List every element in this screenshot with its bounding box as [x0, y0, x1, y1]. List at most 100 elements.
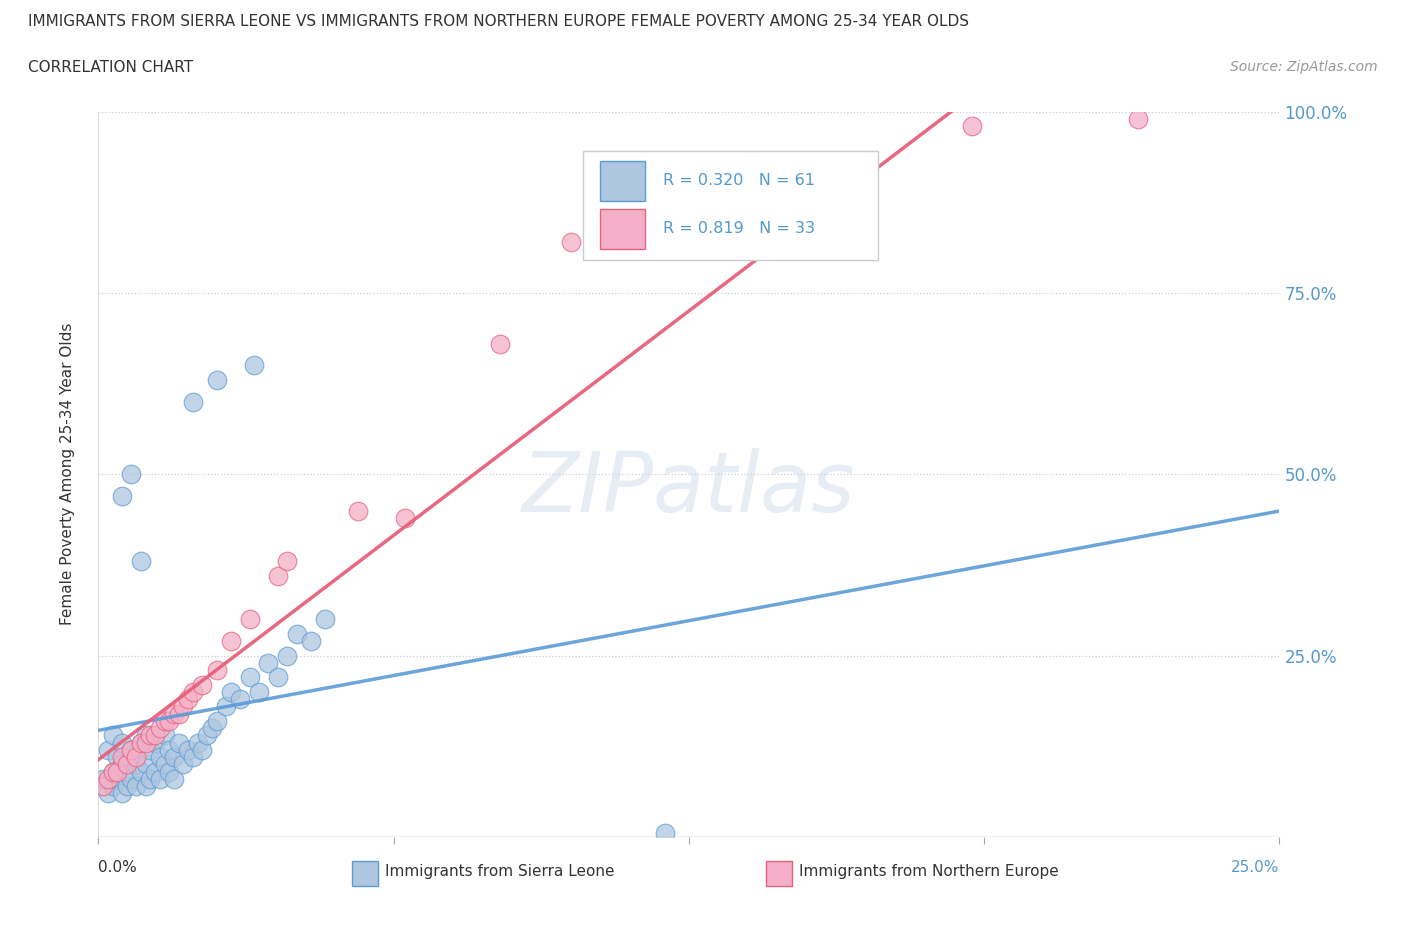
- Point: [121, 742, 143, 757]
- Point: [121, 467, 143, 482]
- Point: [149, 750, 172, 764]
- Text: Immigrants from Sierra Leone: Immigrants from Sierra Leone: [385, 864, 614, 880]
- Point: [163, 706, 186, 721]
- Point: [143, 736, 166, 751]
- Point: [111, 786, 134, 801]
- Point: [181, 394, 204, 409]
- Point: [135, 728, 157, 743]
- Point: [125, 750, 148, 764]
- Point: [129, 554, 152, 569]
- Point: [111, 736, 134, 751]
- Bar: [600, 208, 645, 248]
- Point: [167, 706, 190, 721]
- Point: [702, 228, 724, 243]
- Point: [191, 677, 214, 692]
- Point: [267, 568, 290, 583]
- Point: [115, 757, 138, 772]
- Point: [149, 721, 172, 736]
- Point: [101, 764, 124, 779]
- Point: [149, 772, 172, 787]
- Text: Source: ZipAtlas.com: Source: ZipAtlas.com: [1230, 60, 1378, 74]
- Point: [560, 234, 582, 249]
- Point: [135, 757, 157, 772]
- Point: [139, 728, 162, 743]
- Point: [111, 750, 134, 764]
- Point: [153, 757, 176, 772]
- Text: 25.0%: 25.0%: [1232, 860, 1279, 875]
- Point: [105, 750, 128, 764]
- Text: R = 0.819   N = 33: R = 0.819 N = 33: [664, 221, 815, 236]
- Point: [394, 511, 416, 525]
- Point: [276, 554, 298, 569]
- Point: [314, 612, 336, 627]
- Point: [187, 736, 209, 751]
- Point: [163, 772, 186, 787]
- Point: [115, 764, 138, 779]
- Point: [1126, 112, 1149, 126]
- Point: [157, 764, 180, 779]
- Text: R = 0.320   N = 61: R = 0.320 N = 61: [664, 173, 815, 189]
- Point: [489, 337, 512, 352]
- Y-axis label: Female Poverty Among 25-34 Year Olds: Female Poverty Among 25-34 Year Olds: [60, 323, 75, 626]
- Point: [201, 721, 224, 736]
- Point: [139, 772, 162, 787]
- Point: [163, 750, 186, 764]
- Point: [125, 757, 148, 772]
- Text: Immigrants from Northern Europe: Immigrants from Northern Europe: [799, 864, 1059, 880]
- Point: [962, 119, 984, 134]
- Point: [247, 684, 270, 699]
- Point: [143, 764, 166, 779]
- Text: ZIPatlas: ZIPatlas: [522, 448, 856, 529]
- Point: [239, 670, 262, 684]
- Point: [172, 699, 194, 714]
- Point: [153, 713, 176, 728]
- Point: [177, 692, 200, 707]
- Point: [347, 503, 370, 518]
- Point: [285, 627, 308, 642]
- Point: [105, 764, 128, 779]
- Point: [181, 750, 204, 764]
- Bar: [600, 161, 645, 201]
- Point: [181, 684, 204, 699]
- Point: [219, 633, 242, 648]
- FancyBboxPatch shape: [582, 152, 877, 260]
- Point: [129, 736, 152, 751]
- Point: [153, 728, 176, 743]
- Point: [267, 670, 290, 684]
- Point: [239, 612, 262, 627]
- Point: [205, 373, 228, 388]
- Point: [177, 742, 200, 757]
- Point: [143, 728, 166, 743]
- Point: [167, 736, 190, 751]
- Point: [101, 778, 124, 793]
- Point: [111, 757, 134, 772]
- Point: [257, 656, 280, 671]
- Point: [111, 488, 134, 503]
- Point: [105, 772, 128, 787]
- Point: [191, 742, 214, 757]
- Point: [97, 742, 120, 757]
- Point: [135, 778, 157, 793]
- Text: CORRELATION CHART: CORRELATION CHART: [28, 60, 193, 75]
- Point: [125, 778, 148, 793]
- Point: [215, 699, 238, 714]
- Text: IMMIGRANTS FROM SIERRA LEONE VS IMMIGRANTS FROM NORTHERN EUROPE FEMALE POVERTY A: IMMIGRANTS FROM SIERRA LEONE VS IMMIGRAN…: [28, 14, 969, 29]
- Point: [654, 826, 676, 841]
- Point: [91, 772, 114, 787]
- Point: [219, 684, 242, 699]
- Point: [121, 742, 143, 757]
- Point: [243, 358, 266, 373]
- Bar: [766, 861, 792, 886]
- Point: [91, 778, 114, 793]
- Point: [121, 772, 143, 787]
- Point: [276, 648, 298, 663]
- Bar: [353, 861, 378, 886]
- Point: [157, 713, 180, 728]
- Point: [139, 742, 162, 757]
- Point: [299, 633, 322, 648]
- Point: [101, 764, 124, 779]
- Point: [205, 713, 228, 728]
- Point: [229, 692, 252, 707]
- Point: [195, 728, 218, 743]
- Point: [129, 764, 152, 779]
